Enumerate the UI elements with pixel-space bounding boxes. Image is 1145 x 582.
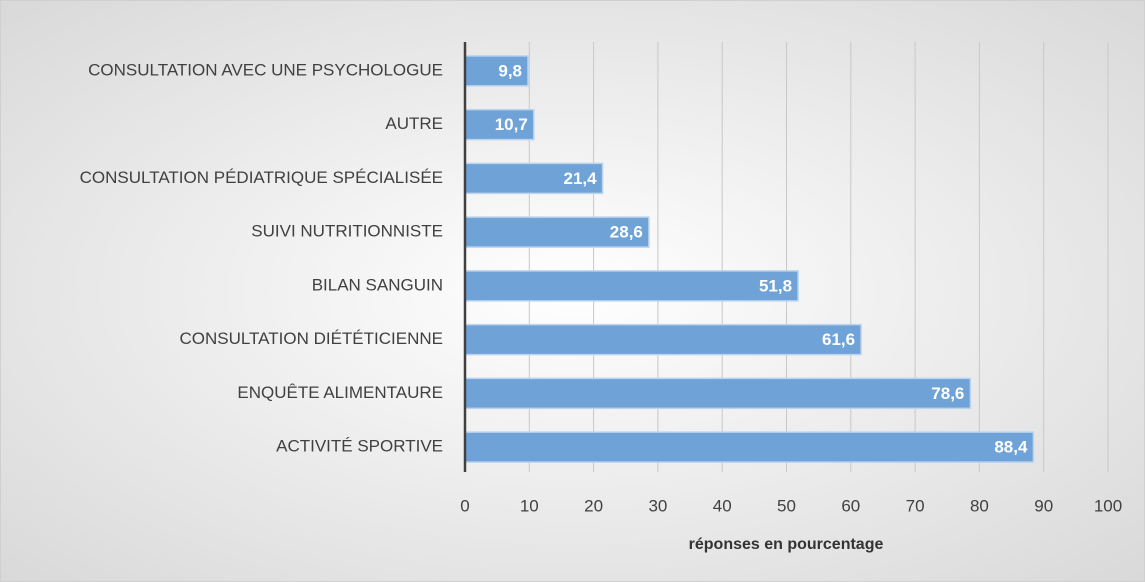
- data-label: 28,6: [610, 223, 643, 242]
- y-tick-label: ENQUÊTE ALIMENTAURE: [237, 383, 443, 402]
- bar: [464, 323, 862, 356]
- x-tick-label: 100: [1094, 496, 1122, 515]
- x-axis-title: réponses en pourcentage: [689, 536, 884, 553]
- x-tick-label: 0: [460, 496, 469, 515]
- y-tick-label: BILAN SANGUIN: [312, 275, 443, 294]
- data-label: 61,6: [822, 330, 855, 349]
- data-label: 9,8: [498, 61, 522, 80]
- data-label: 10,7: [495, 115, 528, 134]
- y-tick-label: ACTIVITÉ SPORTIVE: [276, 437, 443, 456]
- y-tick-label: CONSULTATION DIÉTÉTICIENNE: [179, 329, 443, 348]
- data-label: 78,6: [931, 384, 964, 403]
- x-tick-label: 80: [970, 496, 989, 515]
- bar: [464, 162, 604, 195]
- x-tick-label: 30: [648, 496, 667, 515]
- data-label: 88,4: [994, 438, 1028, 457]
- x-tick-label: 50: [777, 496, 796, 515]
- x-tick-label: 70: [906, 496, 925, 515]
- y-tick-label: CONSULTATION PÉDIATRIQUE SPÉCIALISÉE: [80, 168, 443, 187]
- data-label: 21,4: [564, 169, 598, 188]
- x-tick-label: 40: [713, 496, 732, 515]
- bar: [464, 270, 799, 302]
- y-tick-label: AUTRE: [385, 114, 443, 133]
- y-tick-label: SUIVI NUTRITIONNISTE: [251, 222, 443, 241]
- bar: [464, 216, 650, 248]
- bar: [464, 55, 529, 87]
- bar: [464, 377, 972, 410]
- data-label: 51,8: [759, 276, 792, 295]
- x-tick-label: 90: [1034, 496, 1053, 515]
- bar: [464, 431, 1035, 463]
- y-tick-label: CONSULTATION AVEC UNE PSYCHOLOGUE: [88, 60, 443, 79]
- x-tick-label: 20: [584, 496, 603, 515]
- x-tick-label: 10: [520, 496, 539, 515]
- x-tick-label: 60: [841, 496, 860, 515]
